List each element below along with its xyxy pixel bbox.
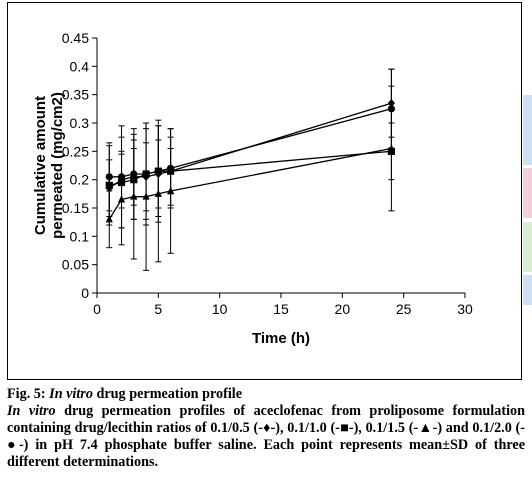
caption-body-text: drug permeation profiles of aceclofenac …: [7, 403, 525, 470]
y-tick-label: 0.05: [62, 257, 89, 273]
y-tick-label: 0.2: [70, 172, 90, 188]
y-tick-label: 0.25: [62, 143, 89, 159]
y-axis-title-line-1: Cumulative amount: [32, 96, 49, 235]
data-point-circle: [387, 105, 395, 113]
data-point-circle: [154, 167, 162, 175]
x-tick-label: 15: [273, 301, 289, 317]
caption-body: In vitro drug permeation profiles of ace…: [7, 403, 525, 471]
data-point-circle: [130, 170, 138, 178]
x-tick-label: 10: [212, 301, 228, 317]
figure-frame: 0 0.05 0.1 0.15 0.2 0.25 0.3 0.35 0.4 0.45 0 5 10 15 2…: [7, 2, 522, 380]
x-tick-label: 5: [154, 301, 162, 317]
y-tick-label: 0.35: [62, 87, 89, 103]
caption-title: Fig. 5: In vitro drug permeation profile: [7, 386, 525, 403]
x-tick-label: 25: [396, 301, 412, 317]
caption-fig-label: Fig. 5:: [7, 386, 50, 402]
figure-caption: Fig. 5: In vitro drug permeation profile…: [7, 386, 525, 471]
series-line-triangle: [108, 147, 392, 220]
data-point-circle: [167, 164, 175, 172]
data-point-circle: [105, 173, 113, 181]
x-tick-label: 30: [457, 301, 473, 317]
side-decoration-pink: [523, 168, 532, 218]
series-layer: [105, 68, 395, 271]
caption-body-italic: In vitro: [7, 403, 56, 419]
y-axis-title-line-2: permeated (mg/cm2): [49, 92, 66, 239]
data-point-triangle: [105, 215, 113, 223]
x-tick-label: 0: [93, 301, 101, 317]
x-tick-label: 20: [335, 301, 351, 317]
y-tick-label: 0: [81, 285, 89, 301]
series-line-circle: [109, 108, 392, 178]
y-tick-label: 0.1: [70, 228, 90, 244]
x-axis-title: Time (h): [252, 330, 310, 347]
y-tick-label: 0.3: [70, 115, 90, 131]
series-circle: [105, 68, 395, 229]
y-tick-label: 0.4: [70, 58, 90, 74]
series-diamond: [105, 68, 395, 217]
series-triangle: [105, 85, 395, 271]
axes: 0 0.05 0.1 0.15 0.2 0.25 0.3 0.35 0.4 0.45 0 5 10 15 2…: [62, 30, 473, 317]
chart: 0 0.05 0.1 0.15 0.2 0.25 0.3 0.35 0.4 0.45 0 5 10 15 2…: [32, 30, 473, 347]
data-point-circle: [142, 170, 150, 178]
y-tick-label: 0.15: [62, 200, 89, 216]
caption-title-text: drug permeation profile: [92, 386, 243, 402]
y-tick-label: 0.45: [62, 30, 89, 46]
data-point-circle: [117, 173, 126, 181]
caption-title-italic: In vitro: [49, 386, 93, 402]
side-decoration-blue: [523, 95, 532, 165]
side-decoration-green: [523, 222, 532, 272]
side-decoration-blue-2: [523, 275, 532, 305]
